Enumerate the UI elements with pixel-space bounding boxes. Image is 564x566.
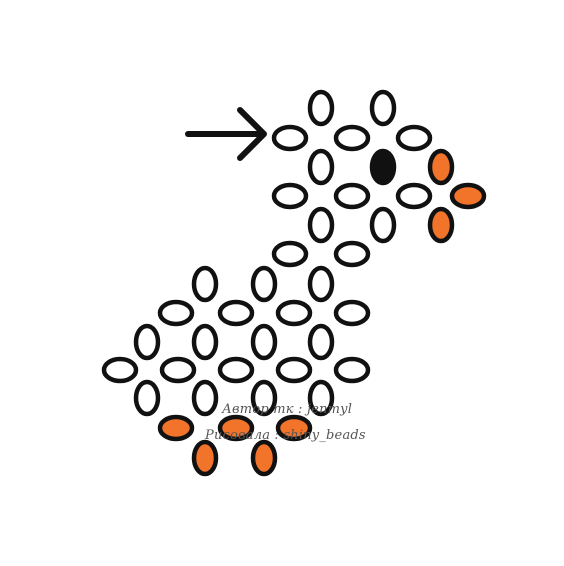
orange-bead — [449, 182, 487, 210]
orange-bead — [427, 148, 455, 186]
orange-bead — [191, 439, 219, 477]
credit-scheme: Рисовала : shiny_beads — [205, 428, 366, 443]
white-bead — [307, 89, 335, 127]
white-bead — [217, 356, 255, 384]
orange-bead — [275, 414, 313, 442]
white-bead — [191, 379, 219, 417]
white-bead — [271, 240, 309, 268]
white-bead — [333, 356, 371, 384]
white-bead — [395, 124, 433, 152]
white-bead — [307, 379, 335, 417]
white-bead — [250, 323, 278, 361]
white-bead — [369, 89, 397, 127]
white-bead — [275, 356, 313, 384]
white-bead — [157, 299, 195, 327]
white-bead — [369, 206, 397, 244]
white-bead — [307, 206, 335, 244]
orange-bead — [217, 414, 255, 442]
white-bead — [307, 265, 335, 303]
white-bead — [307, 148, 335, 186]
orange-bead — [250, 439, 278, 477]
white-bead — [271, 182, 309, 210]
arrow-right-icon — [185, 107, 267, 161]
white-bead — [395, 182, 433, 210]
white-bead — [333, 240, 371, 268]
white-bead — [133, 379, 161, 417]
orange-bead — [157, 414, 195, 442]
white-bead — [250, 379, 278, 417]
white-bead — [250, 265, 278, 303]
orange-bead — [427, 206, 455, 244]
white-bead — [159, 356, 197, 384]
white-bead — [191, 323, 219, 361]
white-bead — [333, 124, 371, 152]
white-bead — [133, 323, 161, 361]
white-bead — [275, 299, 313, 327]
credit-author: Автор mк : jenmyl — [222, 402, 353, 417]
white-bead — [271, 124, 309, 152]
black-bead — [369, 148, 397, 186]
white-bead — [333, 299, 371, 327]
white-bead — [101, 356, 139, 384]
white-bead — [217, 299, 255, 327]
white-bead — [191, 265, 219, 303]
white-bead — [307, 323, 335, 361]
white-bead — [333, 182, 371, 210]
